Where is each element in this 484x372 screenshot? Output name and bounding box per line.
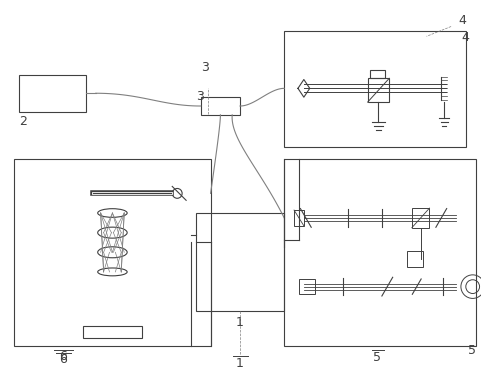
Text: 4: 4: [457, 13, 465, 26]
Bar: [298, 279, 314, 295]
Bar: [284, 31, 465, 147]
Bar: [411, 208, 429, 228]
Text: 4: 4: [460, 31, 468, 44]
Bar: [14, 159, 210, 346]
Bar: [367, 78, 389, 102]
Bar: [284, 159, 475, 346]
Text: 1: 1: [236, 357, 243, 370]
Text: 3: 3: [200, 61, 208, 74]
Bar: [293, 210, 303, 226]
Bar: [83, 326, 142, 338]
Text: 2: 2: [19, 115, 27, 128]
Text: 5: 5: [373, 352, 381, 365]
Bar: [406, 251, 422, 267]
Text: 5: 5: [467, 344, 475, 357]
Bar: [19, 75, 86, 112]
Bar: [196, 213, 284, 311]
Text: 6: 6: [60, 353, 67, 366]
Text: 3: 3: [196, 90, 203, 103]
Bar: [200, 97, 240, 115]
Bar: [369, 70, 384, 78]
Text: 6: 6: [60, 350, 67, 363]
Text: 1: 1: [236, 316, 243, 329]
